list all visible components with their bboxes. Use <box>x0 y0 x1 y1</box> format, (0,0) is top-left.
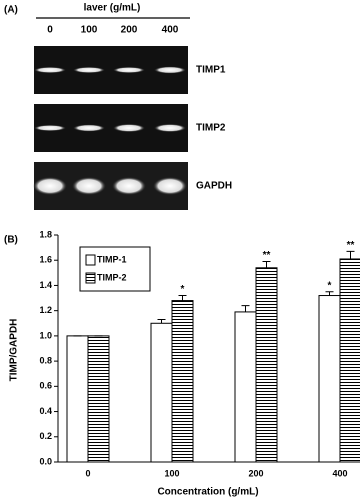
error-bar <box>157 318 166 324</box>
treatment-label: laver (g/mL) <box>84 3 141 14</box>
y-tick-label: 0.2 <box>39 431 52 441</box>
significance-marker: ** <box>347 240 355 251</box>
bar <box>171 300 194 463</box>
legend-swatch <box>85 272 96 284</box>
band-label: GAPDH <box>196 181 232 192</box>
panel-label: (A) <box>4 5 18 16</box>
bar <box>87 335 110 463</box>
significance-marker: ** <box>263 250 271 261</box>
y-tick-label: 1.2 <box>39 305 52 315</box>
x-axis-label: Concentration (g/mL) <box>157 487 258 498</box>
panel-b: (B) TIMP/GAPDH Concentration (g/mL) 0.0 0… <box>4 229 360 498</box>
band-label: TIMP1 <box>196 65 226 76</box>
bar <box>318 295 341 463</box>
error-bar <box>325 291 334 296</box>
x-tick-label: 400 <box>332 468 347 478</box>
bar <box>66 335 89 463</box>
error-bar <box>241 305 250 312</box>
y-tick-label: 1.8 <box>39 229 52 239</box>
gel-bands <box>33 66 187 195</box>
lane-label: 200 <box>121 25 138 36</box>
lane-label: 400 <box>162 25 179 36</box>
error-bar <box>262 260 271 268</box>
legend-label: TIMP-1 <box>97 254 127 264</box>
panel-label: (B) <box>4 235 18 246</box>
lane-label: 100 <box>81 25 98 36</box>
error-bar <box>178 295 187 301</box>
bar <box>255 267 278 463</box>
x-tick-label: 200 <box>248 468 263 478</box>
y-tick-label: 1.0 <box>39 330 52 340</box>
band-label: TIMP2 <box>196 123 226 134</box>
significance-marker: * <box>328 280 332 291</box>
y-tick-label: 0.8 <box>39 355 52 365</box>
y-tick-label: 1.6 <box>39 255 52 265</box>
y-tick-label: 0.6 <box>39 381 52 391</box>
bar <box>339 258 360 463</box>
y-tick-label: 0.4 <box>39 406 52 416</box>
x-tick-label: 100 <box>164 468 179 478</box>
bar <box>150 322 173 463</box>
legend-box <box>79 246 151 292</box>
legend-swatch <box>85 254 96 266</box>
y-tick-label: 1.4 <box>39 280 52 290</box>
legend-label: TIMP-2 <box>97 272 127 282</box>
bar <box>234 311 257 463</box>
lane-label: 0 <box>47 25 53 36</box>
significance-marker: * <box>181 284 185 295</box>
x-tick-label: 0 <box>85 468 90 478</box>
panel-a: (A) laver (g/mL) 0 100 200 400 TIMP1 TIM… <box>4 3 232 210</box>
error-bar <box>346 250 355 259</box>
y-axis-label: TIMP/GAPDH <box>9 319 20 382</box>
y-tick-label: 0.0 <box>39 456 52 466</box>
